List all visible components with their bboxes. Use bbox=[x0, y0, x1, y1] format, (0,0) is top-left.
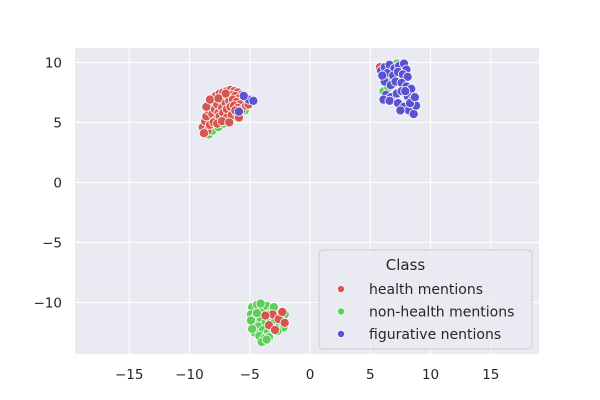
legend-marker bbox=[336, 329, 345, 338]
data-point bbox=[261, 334, 272, 345]
data-point bbox=[238, 91, 249, 102]
legend-marker bbox=[336, 284, 345, 293]
data-point bbox=[270, 324, 281, 335]
data-point bbox=[255, 298, 266, 309]
legend: Class health mentions non-health mentions… bbox=[318, 249, 533, 350]
x-tick-label: 15 bbox=[482, 367, 499, 383]
data-point bbox=[402, 71, 413, 82]
legend-label: non-health mentions bbox=[369, 305, 514, 321]
data-point bbox=[245, 315, 256, 326]
data-point bbox=[279, 317, 290, 328]
data-point bbox=[224, 117, 235, 128]
data-point bbox=[395, 105, 406, 116]
legend-marker bbox=[336, 307, 345, 316]
data-point bbox=[220, 88, 231, 99]
data-points bbox=[197, 58, 422, 347]
data-point bbox=[400, 86, 411, 97]
x-tick-label: 5 bbox=[366, 367, 375, 383]
data-point bbox=[260, 310, 271, 321]
data-point bbox=[248, 95, 259, 106]
y-tick-label: −10 bbox=[34, 295, 63, 311]
x-tick-label: −10 bbox=[175, 367, 204, 383]
data-point bbox=[277, 306, 288, 317]
data-point bbox=[233, 106, 244, 117]
y-tick-label: 0 bbox=[53, 175, 62, 191]
legend-title: Class bbox=[386, 256, 426, 274]
data-point bbox=[198, 128, 209, 139]
data-point bbox=[409, 92, 420, 103]
data-point bbox=[204, 94, 215, 105]
tick-labels: −15 −10 −5 0 5 10 15 −10 −5 0 5 10 bbox=[34, 55, 500, 383]
y-tick-label: −5 bbox=[42, 235, 62, 251]
data-point bbox=[213, 93, 224, 104]
y-tick-label: 10 bbox=[45, 55, 62, 71]
y-tick-label: 5 bbox=[53, 115, 62, 131]
x-tick-label: −15 bbox=[115, 367, 144, 383]
data-point bbox=[377, 70, 388, 81]
data-point bbox=[384, 95, 395, 106]
legend-label: figurative nentions bbox=[369, 327, 501, 343]
legend-box bbox=[318, 249, 533, 350]
x-tick-label: 10 bbox=[422, 367, 439, 383]
x-tick-label: 0 bbox=[306, 367, 315, 383]
data-point bbox=[408, 109, 419, 120]
legend-items: health mentions non-health mentions figura… bbox=[336, 282, 514, 343]
data-point bbox=[247, 323, 258, 334]
legend-label: health mentions bbox=[369, 282, 483, 298]
x-tick-label: −5 bbox=[240, 367, 260, 383]
